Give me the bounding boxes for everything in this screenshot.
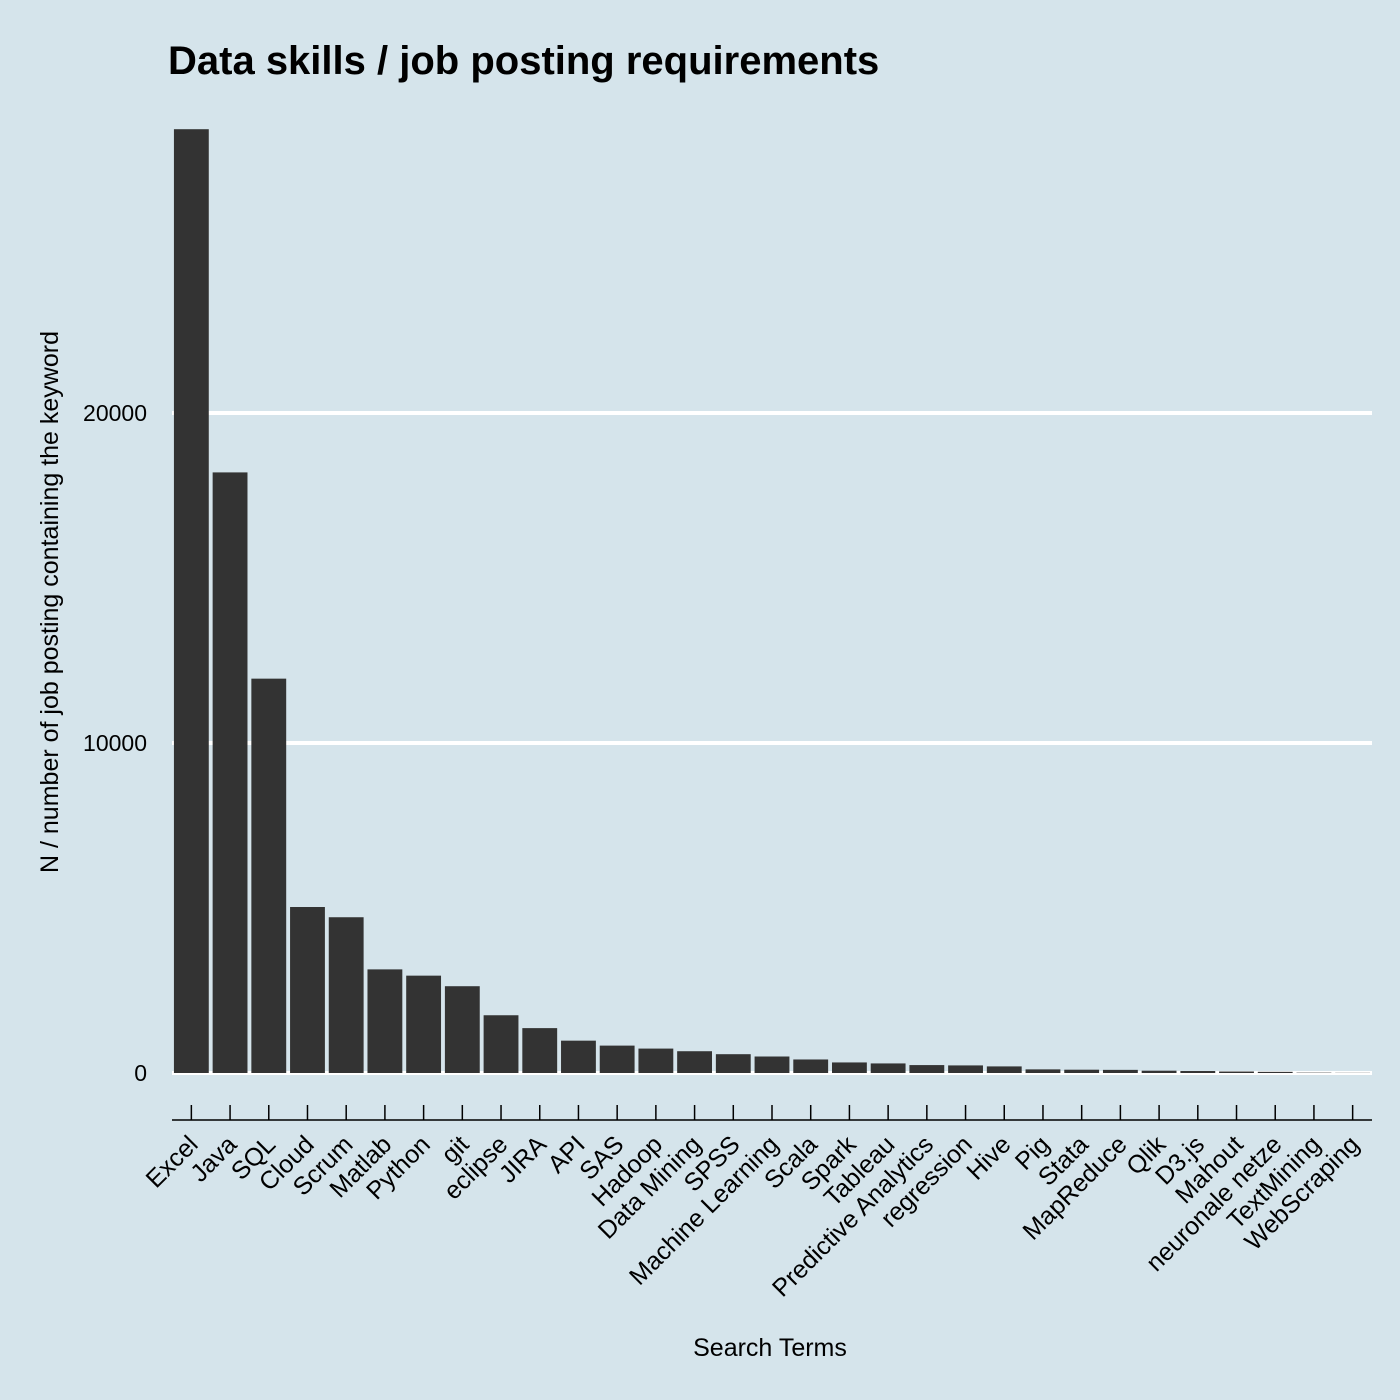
bar: [793, 1059, 829, 1073]
bar: [561, 1040, 596, 1073]
x-axis-label: Search Terms: [693, 1334, 847, 1362]
bar: [870, 1063, 906, 1073]
bar: [754, 1056, 790, 1073]
bar: [251, 678, 287, 1073]
chart-title: Data skills / job posting requirements: [168, 39, 879, 83]
bar: [832, 1062, 867, 1073]
bar: [909, 1065, 945, 1073]
bar: [1064, 1069, 1100, 1073]
bar: [1219, 1071, 1254, 1073]
bar: [173, 129, 209, 1073]
y-tick-label: 0: [134, 1060, 147, 1086]
y-axis-label: N / number of job posting containing the…: [36, 331, 64, 873]
bar: [522, 1028, 558, 1073]
bar: [212, 472, 248, 1073]
bar: [1141, 1070, 1177, 1073]
bar: [986, 1066, 1022, 1073]
x-tick-label: Hive: [961, 1130, 1016, 1185]
bar: [1180, 1071, 1216, 1073]
y-axis-ticks: 0 10000 20000: [83, 400, 147, 1086]
bar: [715, 1054, 751, 1073]
bar: [367, 969, 403, 1073]
bar: [599, 1045, 635, 1073]
bar: [1102, 1069, 1138, 1073]
bars: [173, 129, 1371, 1073]
y-tick-label: 10000: [83, 730, 147, 756]
bar: [483, 1015, 519, 1073]
y-tick-label: 20000: [83, 400, 147, 426]
bar: [1025, 1069, 1061, 1073]
bar: [290, 907, 325, 1073]
bar: [1257, 1071, 1293, 1073]
bar: [406, 975, 442, 1073]
bar: [677, 1051, 712, 1073]
bar: [638, 1048, 674, 1073]
bar: [444, 986, 480, 1073]
bar: [328, 917, 364, 1073]
bar: [948, 1065, 983, 1073]
